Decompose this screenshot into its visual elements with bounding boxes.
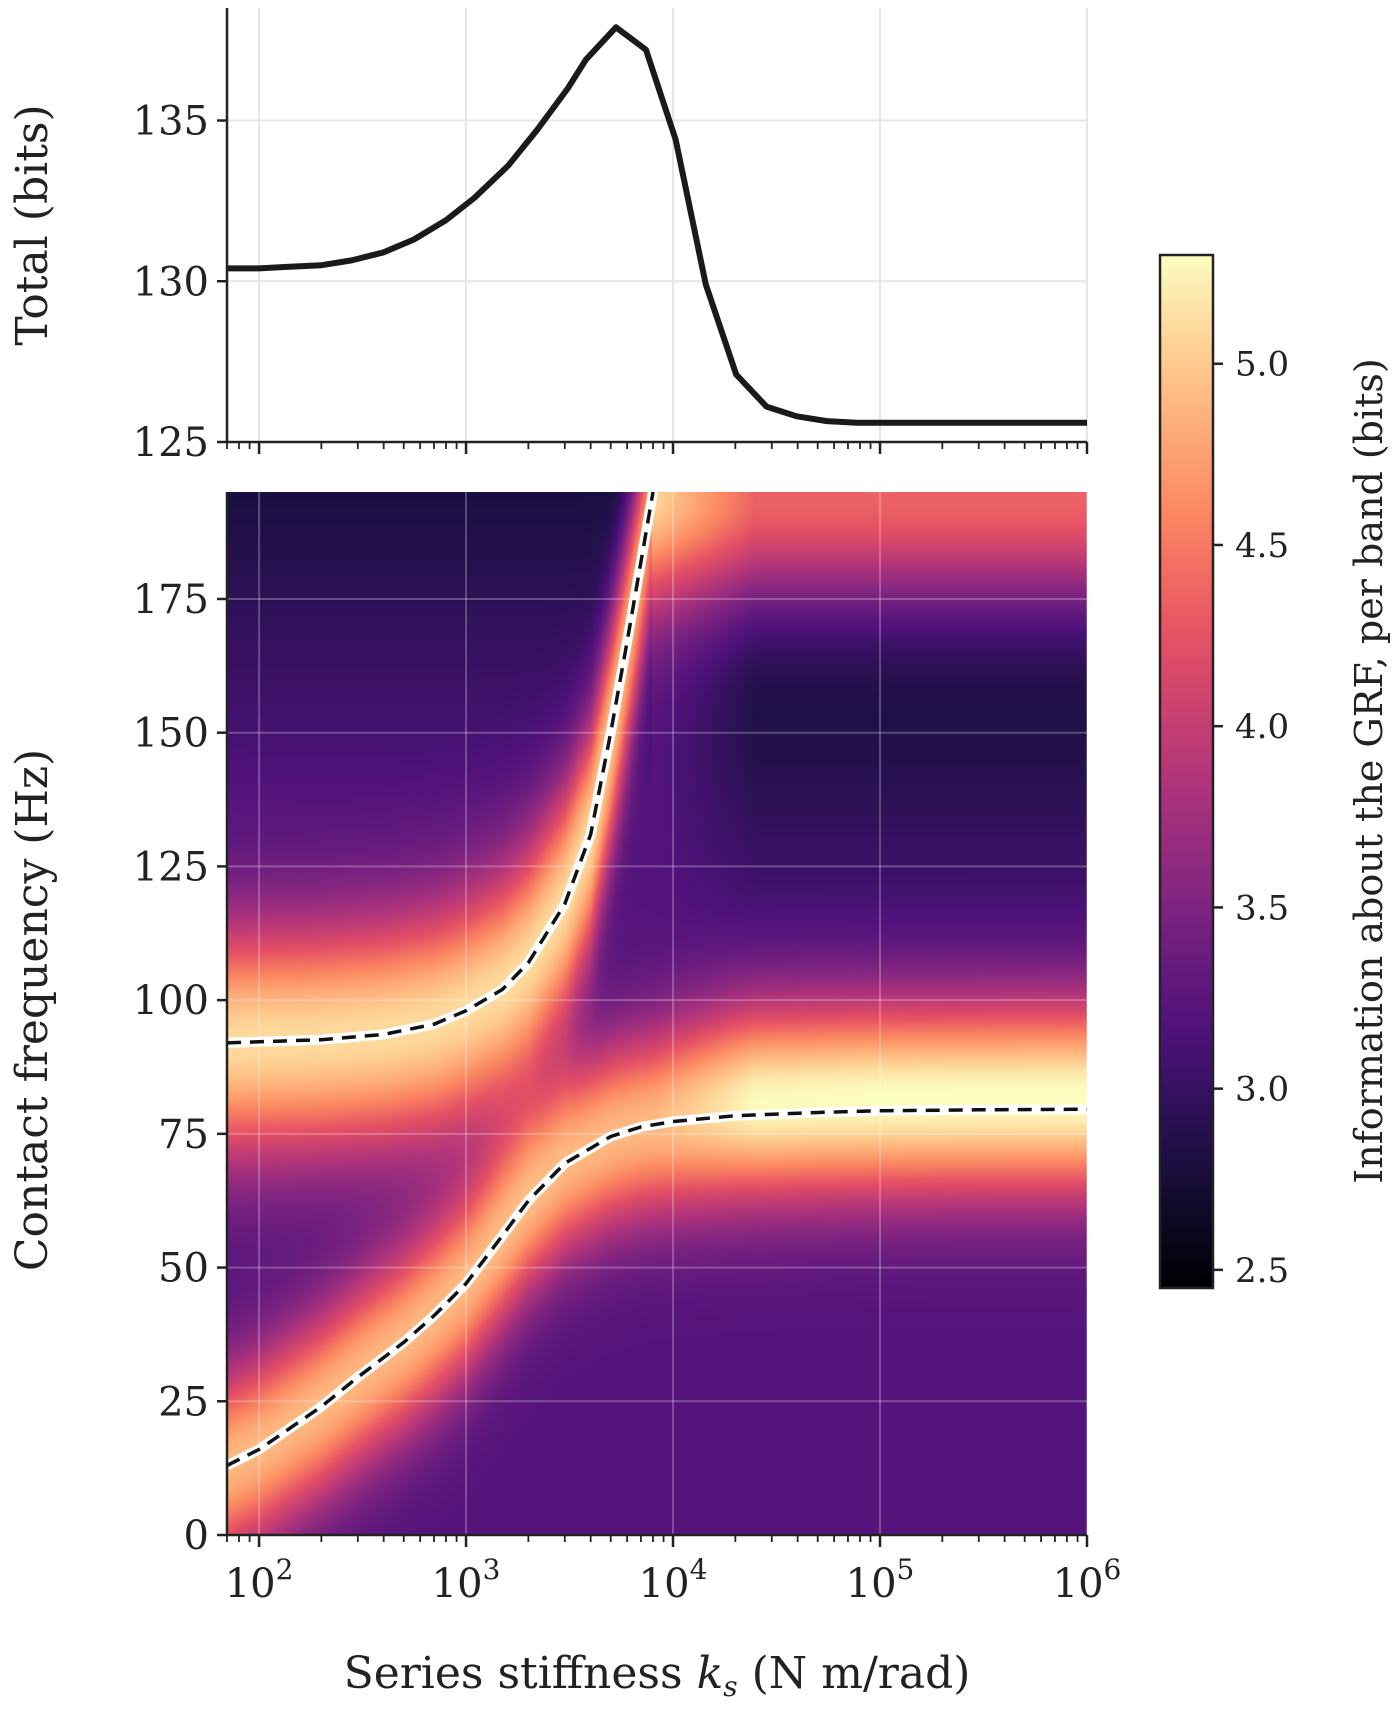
heatmap-x-tick-label: 104 bbox=[639, 1553, 708, 1607]
top-y-tick-label: 125 bbox=[133, 420, 209, 466]
x-axis-label-prefix: Series stiffness bbox=[344, 1648, 697, 1699]
colorbar-tick-label: 3.5 bbox=[1235, 888, 1289, 928]
heatmap-y-tick-label: 25 bbox=[158, 1379, 209, 1425]
heatmap-y-tick-label: 75 bbox=[158, 1112, 209, 1158]
top-gridlines bbox=[227, 8, 1088, 443]
tick-exponent: 4 bbox=[690, 1553, 708, 1586]
colorbar: 2.5 3.0 3.5 4.0 4.5 5.0 Information about the… bbox=[1158, 253, 1391, 1291]
total-bits-line bbox=[227, 24, 1087, 426]
heatmap-x-tick-label: 106 bbox=[1053, 1553, 1122, 1607]
top-panel: 125 130 135 Total (bits) bbox=[7, 8, 1089, 466]
tick-exponent: 6 bbox=[1104, 1553, 1122, 1586]
colorbar-tick-label: 3.0 bbox=[1235, 1070, 1289, 1110]
heatmap-y-tick-label: 150 bbox=[133, 711, 209, 757]
heatmap-x-ticks: 102 103 104 105 106 bbox=[225, 1535, 1122, 1607]
tick-exponent: 5 bbox=[897, 1553, 915, 1586]
x-axis-label-suffix: (N m/rad) bbox=[738, 1648, 971, 1699]
tick-base: 10 bbox=[1053, 1561, 1104, 1607]
mode-curve-upper bbox=[227, 492, 655, 1045]
mode-curve-lower bbox=[227, 1107, 1087, 1468]
heatmap-x-tick-label: 102 bbox=[225, 1553, 294, 1607]
colorbar-ticks: 2.5 3.0 3.5 4.0 4.5 5.0 bbox=[1213, 345, 1289, 1291]
colorbar-tick-label: 4.0 bbox=[1235, 707, 1289, 747]
tick-exponent: 3 bbox=[483, 1553, 501, 1586]
x-axis-label: Series stiffness ks (N m/rad) bbox=[344, 1648, 971, 1703]
top-y-tick-label: 130 bbox=[133, 259, 209, 305]
heatmap-y-axis-label: Contact frequency (Hz) bbox=[7, 749, 58, 1271]
colorbar-gradient bbox=[1158, 253, 1215, 1290]
heatmap-x-tick-label: 105 bbox=[846, 1553, 915, 1607]
heatmap-y-tick-label: 50 bbox=[158, 1246, 209, 1292]
heatmap-y-tick-label: 100 bbox=[133, 978, 209, 1024]
heatmap-gridlines bbox=[227, 492, 1088, 1535]
heatmap-x-tick-label: 103 bbox=[432, 1553, 501, 1607]
heatmap-y-tick-label: 175 bbox=[133, 577, 209, 623]
colorbar-tick-label: 5.0 bbox=[1235, 345, 1289, 385]
colorbar-label: Information about the GRF, per band (bit… bbox=[1347, 358, 1391, 1184]
heatmap-image bbox=[227, 492, 1087, 1535]
tick-base: 10 bbox=[432, 1561, 483, 1607]
colorbar-tick-label: 4.5 bbox=[1235, 526, 1289, 566]
tick-base: 10 bbox=[639, 1561, 690, 1607]
top-y-tick-label: 135 bbox=[133, 99, 209, 145]
heatmap-y-ticks: 0 25 50 75 100 125 150 175 bbox=[133, 577, 227, 1559]
mode-curves bbox=[227, 492, 1087, 1470]
colorbar-tick-label: 2.5 bbox=[1235, 1251, 1289, 1291]
tick-base: 10 bbox=[846, 1561, 897, 1607]
tick-base: 10 bbox=[225, 1561, 276, 1607]
top-x-ticks bbox=[226, 442, 1089, 454]
top-y-axis-label: Total (bits) bbox=[7, 104, 58, 345]
tick-exponent: 2 bbox=[276, 1553, 294, 1586]
top-y-ticks: 125 130 135 bbox=[133, 99, 227, 466]
x-axis-label-var: k bbox=[697, 1648, 724, 1699]
heatmap-y-tick-label: 125 bbox=[133, 844, 209, 890]
heatmap-y-tick-label: 0 bbox=[184, 1513, 209, 1559]
x-axis-label-sub: s bbox=[723, 1670, 737, 1703]
